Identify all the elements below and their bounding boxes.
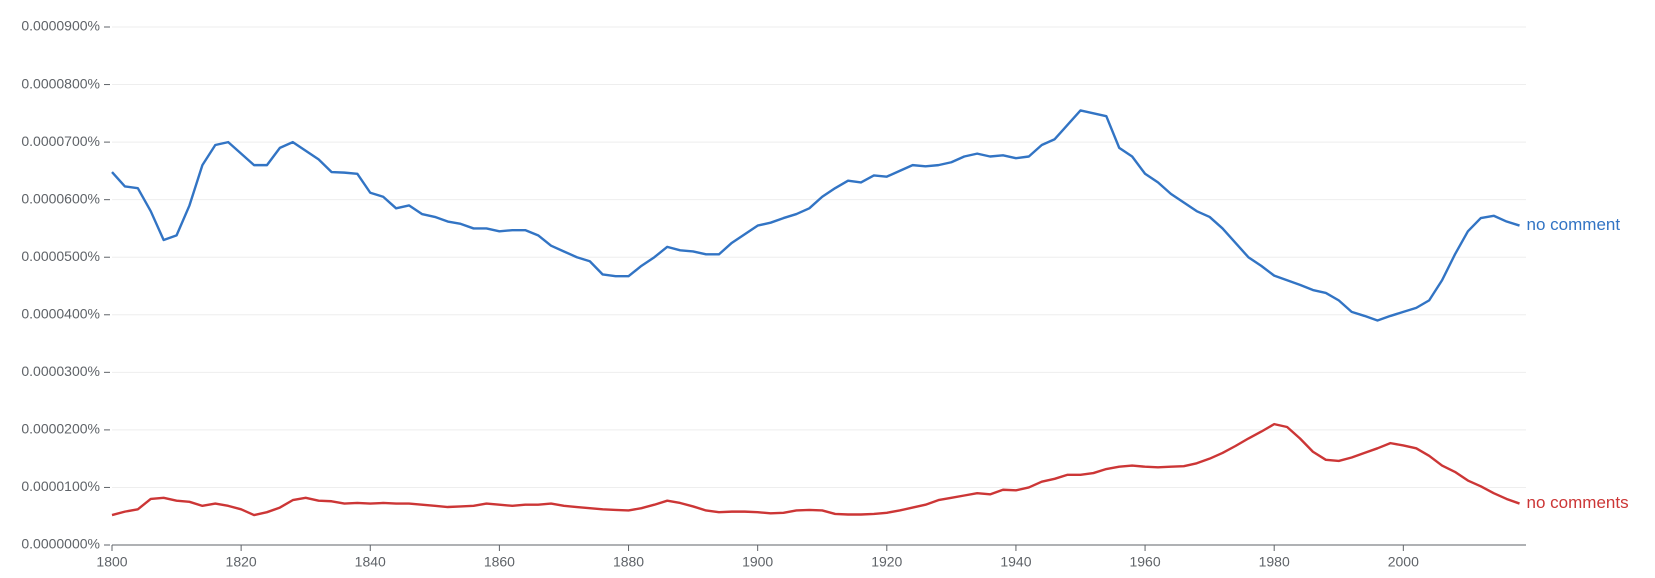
- y-tick-label: 0.0000800%: [21, 75, 100, 91]
- x-tick-label: 1900: [742, 554, 773, 570]
- x-tick-label: 1860: [484, 554, 515, 570]
- x-tick-label: 1920: [871, 554, 902, 570]
- y-tick-label: 0.0000100%: [21, 478, 100, 494]
- x-tick-label: 1820: [226, 554, 257, 570]
- x-tick-label: 1880: [613, 554, 644, 570]
- y-tick-label: 0.0000000%: [21, 536, 100, 552]
- y-tick-label: 0.0000500%: [21, 248, 100, 264]
- series-label: no comment: [1527, 215, 1621, 234]
- y-tick-label: 0.0000200%: [21, 421, 100, 437]
- y-tick-label: 0.0000300%: [21, 363, 100, 379]
- series-line: [111, 422, 1520, 517]
- series-label: no comments: [1527, 493, 1629, 512]
- y-tick-label: 0.0000400%: [21, 305, 100, 321]
- series-line: [111, 109, 1520, 322]
- y-tick-label: 0.0000900%: [21, 18, 100, 34]
- x-tick-label: 1960: [1129, 554, 1160, 570]
- y-tick-label: 0.0000700%: [21, 133, 100, 149]
- x-tick-label: 1840: [355, 554, 386, 570]
- x-tick-label: 1940: [1000, 554, 1031, 570]
- y-tick-label: 0.0000600%: [21, 190, 100, 206]
- x-tick-label: 2000: [1388, 554, 1419, 570]
- x-tick-label: 1800: [96, 554, 127, 570]
- x-tick-label: 1980: [1259, 554, 1290, 570]
